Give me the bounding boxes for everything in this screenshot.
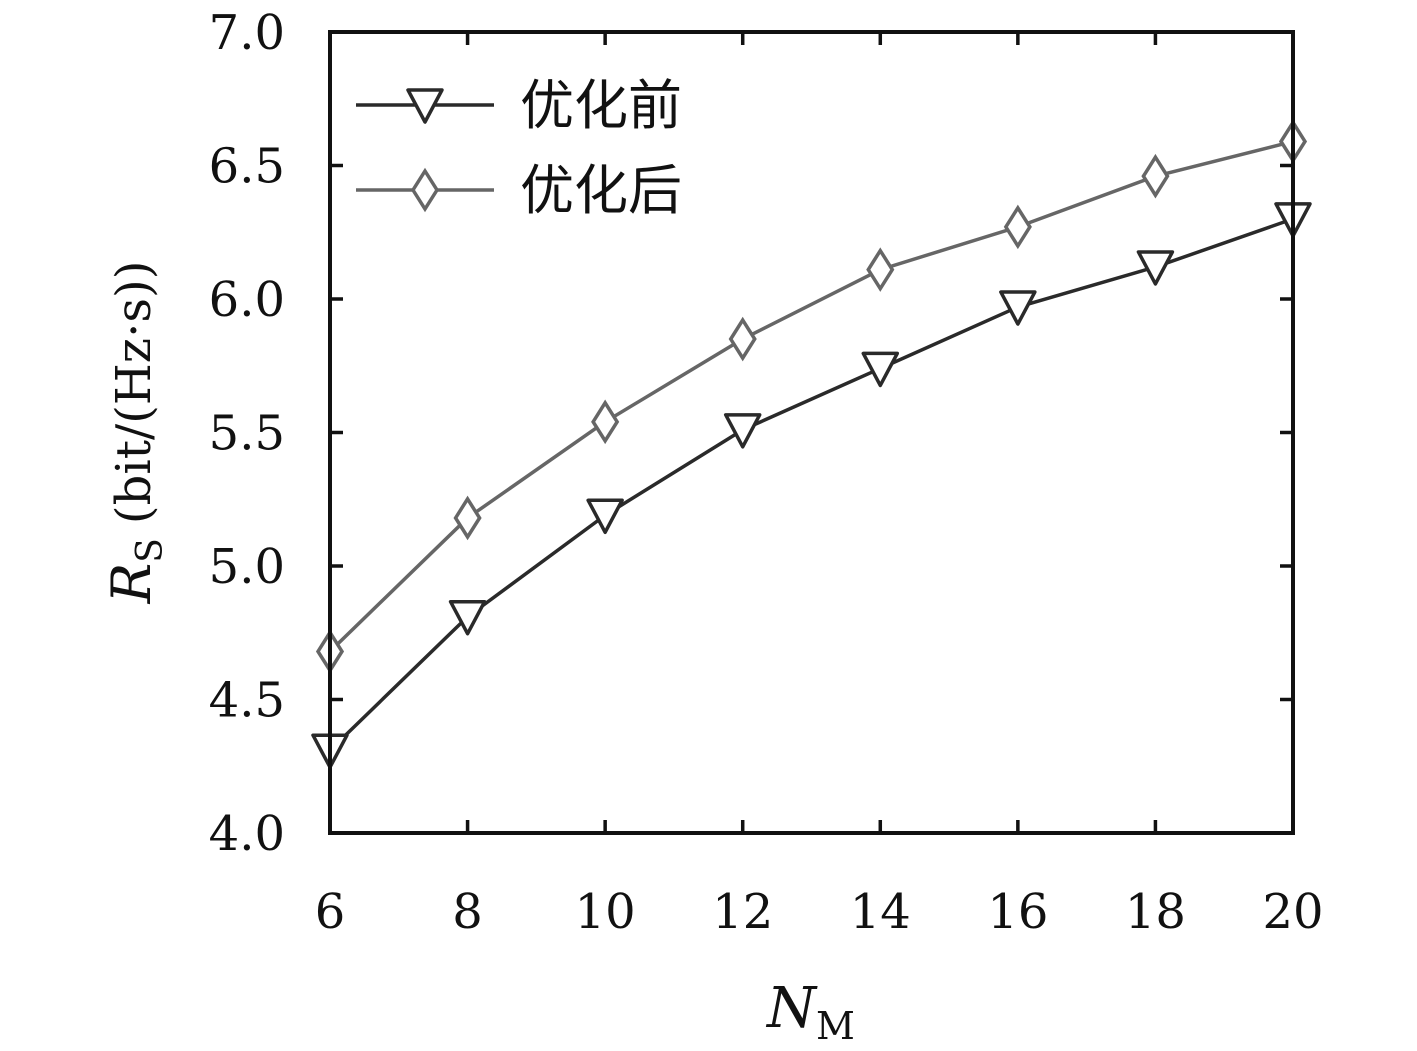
y-axis-title-main: R <box>100 563 163 605</box>
series-1 <box>311 202 1312 769</box>
x-tick-label: 12 <box>712 884 773 940</box>
x-axis-title: NM <box>765 976 855 1048</box>
x-tick-label: 16 <box>987 884 1048 940</box>
data-point-diamond <box>453 495 482 541</box>
x-axis-title-main: N <box>765 976 818 1041</box>
y-axis-title-sub: S <box>130 538 171 563</box>
y-tick-label: 5.5 <box>209 406 285 462</box>
y-axis-title: RS (bit/(Hz·s)) <box>100 261 171 605</box>
data-point-triangle-down <box>1136 250 1175 286</box>
legend-entry-2: 优化后 <box>356 159 682 222</box>
y-tick-label: 6.0 <box>209 272 285 328</box>
y-tick-label: 4.0 <box>209 806 285 862</box>
y-tick-label: 6.5 <box>209 139 285 195</box>
x-tick-label: 20 <box>1262 884 1323 940</box>
data-point-diamond <box>591 399 620 445</box>
series-line <box>328 217 1294 752</box>
data-point-diamond <box>728 316 757 362</box>
legend-entry-1: 优化前 <box>356 74 682 137</box>
data-point-triangle-down <box>586 498 624 535</box>
y-tick-label: 4.5 <box>209 673 285 729</box>
series-2 <box>315 119 1308 674</box>
data-point-triangle-down <box>723 413 762 449</box>
x-axis-title-sub: M <box>816 1004 855 1048</box>
legend-marker-diamond <box>410 167 440 213</box>
legend-label: 优化前 <box>520 74 682 137</box>
data-point-diamond <box>1141 153 1170 199</box>
x-tick-label: 10 <box>575 884 636 940</box>
x-tick-label: 8 <box>452 884 483 940</box>
legend-marker-triangle-down <box>406 88 444 124</box>
data-point-triangle-down <box>448 599 487 636</box>
data-point-diamond <box>1003 204 1032 250</box>
y-axis-title-unit: (bit/(Hz·s)) <box>106 261 162 524</box>
y-tick-label: 7.0 <box>209 5 285 61</box>
plot-marks <box>311 119 1312 769</box>
data-point-diamond <box>866 247 895 292</box>
axis-ticks: 6 8 10 12 14 16 18 20 4.0 4.5 5.0 5.5 6.0 6.5 7.0 <box>209 5 1324 940</box>
x-tick-label: 6 <box>315 884 346 940</box>
plot-frame <box>328 30 1295 835</box>
x-tick-label: 18 <box>1125 884 1186 940</box>
y-tick-label: 5.0 <box>209 539 285 595</box>
data-point-triangle-down <box>861 351 900 388</box>
data-point-triangle-down <box>999 290 1037 326</box>
series-line <box>328 139 1294 653</box>
legend-label: 优化后 <box>520 159 682 222</box>
x-tick-label: 14 <box>850 884 911 940</box>
